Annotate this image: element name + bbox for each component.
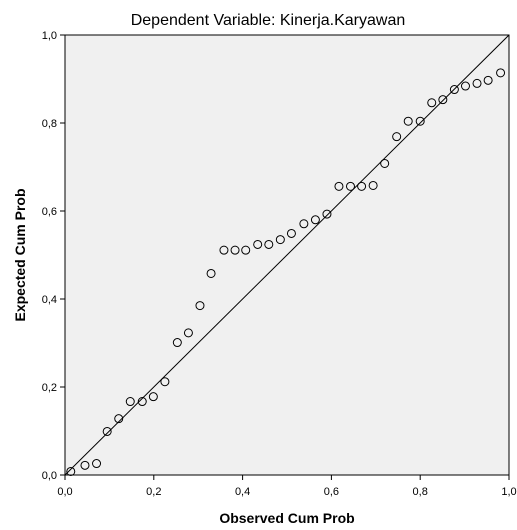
data-point-8 [148, 392, 158, 402]
data-point-24 [334, 181, 344, 191]
y-tick-label-1: 0,2 [42, 382, 57, 394]
data-point-17 [253, 239, 263, 249]
data-point-15 [230, 245, 240, 255]
data-point-11 [183, 328, 193, 338]
data-point-14 [219, 245, 229, 255]
y-tick-label-4: 0,8 [42, 118, 57, 130]
data-point-4 [102, 426, 112, 436]
data-point-12 [195, 301, 205, 311]
x-tick-label-4: 0,8 [413, 486, 428, 498]
data-point-35 [460, 81, 470, 91]
data-point-36 [472, 78, 482, 88]
y-tick-label-3: 0,6 [42, 206, 57, 218]
data-point-30 [403, 116, 413, 126]
data-point-20 [286, 228, 296, 238]
chart-title: Dependent Variable: Kinerja.Karyawan [131, 12, 406, 29]
data-point-25 [345, 181, 355, 191]
reference-line [64, 34, 510, 476]
data-point-5 [114, 414, 124, 424]
data-point-7 [137, 397, 147, 407]
data-point-1 [66, 466, 76, 476]
x-tick-label-1: 0,2 [146, 486, 161, 498]
y-tick-label-0: 0,0 [42, 470, 57, 482]
y-tick-label-2: 0,4 [42, 294, 57, 306]
data-point-19 [275, 235, 285, 245]
data-point-26 [357, 181, 367, 191]
x-tick-label-3: 0,6 [324, 486, 339, 498]
data-point-3 [92, 459, 102, 469]
data-point-29 [392, 132, 402, 142]
data-point-31 [415, 116, 425, 126]
data-point-9 [160, 377, 170, 387]
x-tick-label-0: 0,0 [57, 486, 72, 498]
data-point-34 [449, 85, 459, 95]
data-point-32 [427, 98, 437, 108]
x-tick-label-5: 1,0 [501, 486, 516, 498]
data-point-28 [380, 158, 390, 168]
data-point-18 [264, 239, 274, 249]
data-point-22 [310, 215, 320, 225]
data-point-27 [368, 180, 378, 190]
data-point-21 [299, 219, 309, 229]
data-point-37 [483, 75, 493, 85]
data-point-23 [322, 209, 332, 219]
data-point-6 [125, 397, 135, 407]
data-point-38 [496, 68, 506, 78]
data-point-13 [206, 268, 216, 278]
data-point-16 [241, 245, 251, 255]
y-tick-label-5: 1,0 [42, 30, 57, 42]
x-axis-label: Observed Cum Prob [219, 510, 354, 526]
data-point-2 [80, 460, 90, 470]
x-tick-label-2: 0,4 [235, 486, 250, 498]
data-point-33 [438, 95, 448, 105]
data-point-10 [172, 338, 182, 348]
y-axis-label: Expected Cum Prob [12, 188, 28, 321]
